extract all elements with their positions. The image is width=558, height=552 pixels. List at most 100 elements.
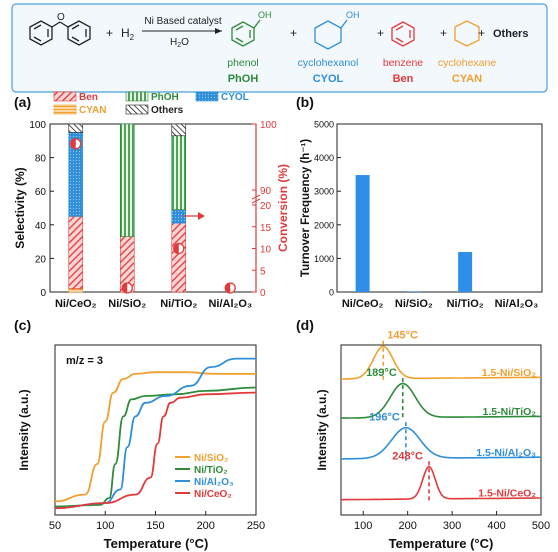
panel-d-ylabel: Intensity (a.u.) <box>315 389 329 470</box>
bar-cyan-ni-ceo <box>68 288 84 293</box>
panel-a-ytick-label: 0 <box>40 288 46 299</box>
panel-c-xtick-label: 250 <box>247 520 265 532</box>
panel-a-ylabel: Selectivity (%) <box>13 167 27 248</box>
panel-b-bars <box>355 175 473 292</box>
panel-d-xtick-label: 200 <box>398 520 416 532</box>
panel-a-y2tick-label: 90 <box>260 186 272 197</box>
legend-label-others: Others <box>151 105 184 116</box>
h2-label: H2 <box>121 26 135 42</box>
panel-d-xlabel: Temperature (°C) <box>389 536 494 551</box>
panel-d: (d) 100 200 300 400 500 145°C 1.5-Ni/SiO₂ 189°… <box>296 317 550 551</box>
cyclohexane-structure <box>454 20 480 47</box>
scheme-box <box>11 3 548 93</box>
panel-a-xtick-label: Ni/Al₂O₃ <box>208 298 252 310</box>
panel-d-xtick-label: 400 <box>487 520 505 532</box>
panel-a-legend: Ben PhOH CYOL CYAN Others <box>53 91 249 116</box>
panel-a-ytick-label: 80 <box>35 154 47 165</box>
panel-b-ytick-label: 2000 <box>314 220 334 230</box>
panel-b-frame <box>336 123 543 293</box>
panel-a-axes: 0 20 40 60 80 100 0 5 10 15 20 90 100 Ni/CeO₂ Ni/SiO₂ N… <box>29 120 277 310</box>
series-label-1-5-ni-tio: 1.5-Ni/TiO₂ <box>483 406 537 418</box>
panel-c-xlabel: Temperature (°C) <box>104 536 209 551</box>
series-label-1-5-ni-al-o: 1.5-Ni/Al₂O₃ <box>476 447 536 459</box>
legend-label-cyan: CYAN <box>79 105 106 116</box>
tpr-line-ni-tio <box>54 386 257 508</box>
series-label-1-5-ni-ceo: 1.5-Ni/CeO₂ <box>478 488 536 500</box>
legend-label-ni-tio: Ni/TiO₂ <box>194 465 228 476</box>
product-name-cyclohexanol: cyclohexanol <box>298 57 359 69</box>
reaction-scheme: O + H2 Ni Based catalyst H2O OH + OH + + <box>11 3 548 93</box>
panel-c-lines <box>54 357 257 510</box>
panel-c-ylabel: Intensity (a.u.) <box>17 389 31 470</box>
benzene-structure <box>391 21 415 47</box>
bar-phoh-ni-sio <box>119 123 135 237</box>
panel-c-label: (c) <box>14 317 31 333</box>
cyclohexanol-structure <box>314 19 348 50</box>
panel-a-y2tick-label: 5 <box>260 266 266 277</box>
scheme-plus-5: + <box>478 26 485 40</box>
panel-b-ytick-label: 3000 <box>314 187 334 197</box>
panel-a-conversion-arrow <box>183 212 205 220</box>
panel-a-xtick-label: Ni/SiO₂ <box>108 298 146 310</box>
scheme-plus-2: + <box>290 26 297 40</box>
panel-d-frame <box>340 344 542 516</box>
panel-b-ytick-label: 0 <box>329 288 334 298</box>
panel-a-y2label: Conversion (%) <box>276 164 290 252</box>
product-abbr-ben: Ben <box>393 73 414 85</box>
product-name-phenol: phenol <box>227 57 259 69</box>
product-abbr-cyol: CYOL <box>313 73 344 85</box>
bar-others-ni-ceo <box>68 123 84 133</box>
panel-b-ytick-label: 4000 <box>314 153 334 163</box>
legend-swatch-cyan <box>53 104 77 115</box>
conversion-marker-fill <box>225 283 231 293</box>
phenol-oh-label: OH <box>258 10 272 20</box>
panel-c-xtick-label: 100 <box>96 520 114 532</box>
panel-b-label: (b) <box>296 94 314 110</box>
legend-label-ni-sio: Ni/SiO₂ <box>194 453 228 464</box>
scheme-plus-4: + <box>440 26 447 40</box>
cyclohexanol-oh-label: OH <box>346 10 360 20</box>
panel-a-y2tick-label: 100 <box>260 120 277 131</box>
others-label: Others <box>493 28 528 40</box>
tpd-line-1-5-ni-sio <box>341 345 541 380</box>
ether-oxygen-label: O <box>57 12 65 23</box>
conversion-marker-fill <box>173 243 179 254</box>
scheme-plus-3: + <box>377 26 384 40</box>
panel-b-ytick-label: 5000 <box>314 120 334 130</box>
peak-label-1-5-ni-ceo: 248°C <box>392 450 423 462</box>
bar-others-ni-tio <box>171 123 187 137</box>
legend-label-ni-ceo: Ni/CeO₂ <box>194 489 232 500</box>
panel-c: (c) m/z = 3 50 100 150 200 250 Ni/SiO₂Ni/TiO… <box>14 317 265 551</box>
panel-a-label: (a) <box>14 94 31 110</box>
panel-a-xtick-label: Ni/CeO₂ <box>55 298 97 310</box>
diphenyl-ether-structure <box>29 20 91 46</box>
peak-label-1-5-ni-tio: 189°C <box>366 367 397 379</box>
catalyst-label: Ni Based catalyst <box>144 16 221 27</box>
panel-b-xtick-label: Ni/Al₂O₃ <box>495 298 539 310</box>
panel-c-xtick-label: 200 <box>197 520 215 532</box>
panel-a-y2tick-label: 10 <box>260 245 272 256</box>
panel-b-xtick-label: Ni/TiO₂ <box>447 298 484 310</box>
panel-a-xtick-label: Ni/TiO₂ <box>160 298 197 310</box>
legend-swatch-phoh <box>125 91 149 102</box>
bar-ben-ni-ceo <box>68 216 84 289</box>
panel-a-bars <box>68 123 187 293</box>
series-label-1-5-ni-sio: 1.5-Ni/SiO₂ <box>482 367 537 379</box>
legend-swatch-ben <box>53 91 77 102</box>
peak-label-1-5-ni-al-o: 196°C <box>369 411 400 423</box>
legend-label-cyol: CYOL <box>221 92 249 103</box>
tof-bar-ni-ceo <box>355 175 370 292</box>
panel-a-conversion-markers <box>70 138 236 294</box>
panel-b-axes: 0 1000 2000 3000 4000 5000 Ni/CeO₂ Ni/SiO₂ Ni/Ti… <box>314 120 538 311</box>
panel-c-xtick-label: 50 <box>49 520 61 532</box>
panel-c-xtick-label: 150 <box>146 520 164 532</box>
panel-b-xtick-label: Ni/CeO₂ <box>342 298 384 310</box>
panel-b-ytick-label: 1000 <box>314 254 334 264</box>
legend-swatch-others <box>125 104 149 115</box>
legend-label-ben: Ben <box>79 92 98 103</box>
conversion-marker-fill <box>70 138 76 149</box>
product-name-cyclohexane: cyclohexane <box>438 57 497 69</box>
product-abbr-cyan: CYAN <box>452 73 482 85</box>
